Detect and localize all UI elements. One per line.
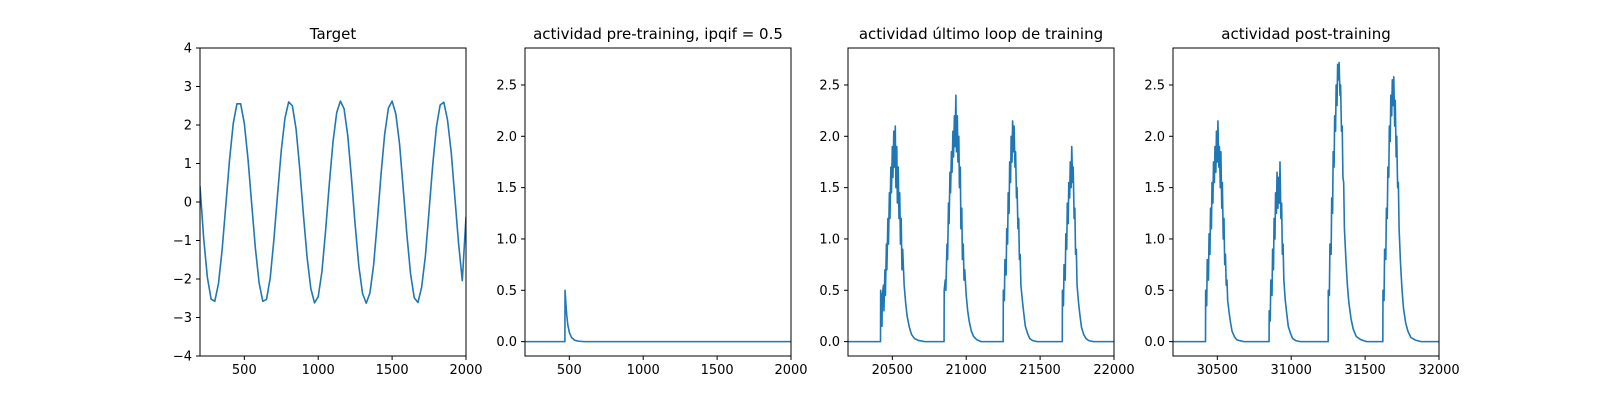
chart-title: actividad pre-training, ipqif = 0.5 [533,25,783,43]
x-tick-label: 500 [557,363,582,378]
x-tick-label: 22000 [1093,363,1134,378]
y-tick-label: −2 [173,273,192,288]
chart-title: actividad último loop de training [859,25,1103,43]
series-line-1 [848,94,1114,343]
axes-frame [847,47,1115,357]
panel-1: 500 1000 1500 2000 −4 −3 −2 −1 0 1 2 3 4 Target [173,25,483,378]
y-tick-label: 2.5 [819,78,840,93]
x-tick-label: 1500 [701,363,734,378]
y-tick-label: 1.0 [819,232,840,247]
series-line-1 [1173,61,1439,343]
y-tick-label: 1 [184,157,192,172]
x-tick-label: 2000 [774,363,807,378]
y-tick-label: 2 [184,119,192,134]
y-tick-label: 0.0 [496,335,517,350]
x-tick-label: 1500 [376,363,409,378]
panel-3: 20500 21000 21500 22000 0.0 0.5 1.0 1.5 2.0 2.5 ac… [819,25,1134,378]
axes-frame [199,47,467,357]
y-tick-label: −1 [173,234,192,249]
axes-frame [1172,47,1440,357]
x-tick-label: 30500 [1197,363,1238,378]
y-tick-label: 2.5 [496,78,517,93]
x-tick-label: 32000 [1418,363,1459,378]
y-tick-label: 0.5 [1144,284,1165,299]
y-tick-label: 0.0 [1144,335,1165,350]
x-tick-label: 21000 [946,363,987,378]
x-tick-label: 1000 [302,363,335,378]
y-tick-label: 0.5 [496,284,517,299]
y-tick-label: 1.5 [496,181,517,196]
y-tick-label: 2.5 [1144,78,1165,93]
chart-title: actividad post-training [1221,25,1390,43]
panel-2: 500 1000 1500 2000 0.0 0.5 1.0 1.5 2.0 2.5 activid… [496,25,807,378]
x-tick-label: 20500 [872,363,913,378]
axes-frame [524,47,792,357]
x-tick-label: 1000 [627,363,660,378]
series-line-1 [200,100,466,305]
y-tick-label: 2.0 [496,130,517,145]
x-tick-label: 31000 [1271,363,1312,378]
y-tick-label: 3 [184,80,192,95]
x-tick-label: 21500 [1019,363,1060,378]
y-tick-label: 0.0 [819,335,840,350]
y-tick-label: −3 [173,311,192,326]
y-tick-label: 2.0 [819,130,840,145]
y-tick-label: 0.5 [819,284,840,299]
y-tick-label: −4 [173,350,192,365]
series-line-1 [525,289,791,343]
chart-title: Target [309,25,357,43]
x-tick-label: 500 [232,363,257,378]
y-tick-label: 1.0 [496,232,517,247]
y-tick-label: 1.0 [1144,232,1165,247]
y-tick-label: 0 [184,196,192,211]
y-tick-label: 2.0 [1144,130,1165,145]
y-tick-label: 1.5 [1144,181,1165,196]
x-tick-label: 2000 [449,363,482,378]
x-tick-label: 31500 [1344,363,1385,378]
y-tick-label: 1.5 [819,181,840,196]
panel-4: 30500 31000 31500 32000 0.0 0.5 1.0 1.5 2.0 2.5 ac… [1144,25,1459,378]
y-tick-label: 4 [184,42,192,57]
